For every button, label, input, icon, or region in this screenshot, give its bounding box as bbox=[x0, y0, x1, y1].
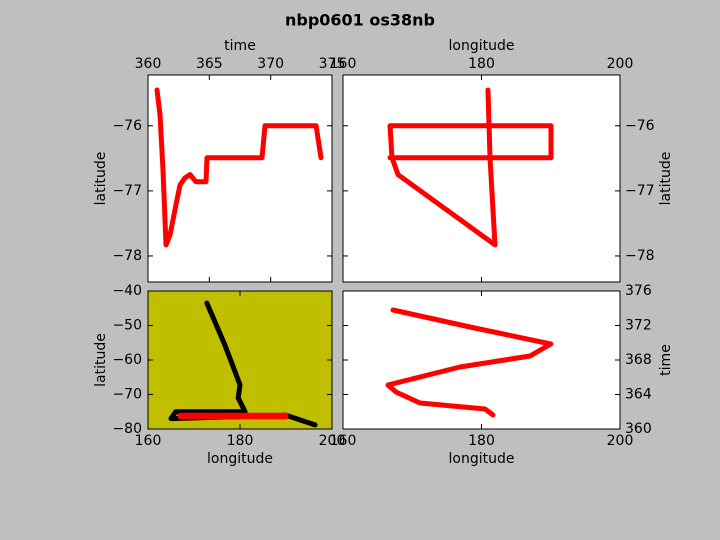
y-tick-label: −77 bbox=[112, 183, 142, 199]
x-tick-label: 370 bbox=[257, 56, 284, 72]
x-tick-label: 180 bbox=[468, 433, 495, 449]
x-tick-label: 200 bbox=[319, 433, 346, 449]
y-axis-label: latitude bbox=[658, 152, 674, 206]
y-tick-label: 368 bbox=[625, 352, 652, 368]
plot-group bbox=[385, 307, 554, 418]
y-tick-label: −78 bbox=[625, 248, 655, 264]
y-tick-label: 372 bbox=[625, 318, 652, 334]
figure-title: nbp0601 os38nb bbox=[285, 11, 435, 30]
x-tick-label: 180 bbox=[468, 56, 495, 72]
x-tick-label: 160 bbox=[135, 433, 162, 449]
x-tick-label: 200 bbox=[607, 433, 634, 449]
y-tick-label: −50 bbox=[112, 318, 142, 334]
track-line bbox=[385, 307, 554, 418]
x-tick-label: 365 bbox=[196, 56, 223, 72]
y-tick-label: −76 bbox=[112, 118, 142, 134]
x-tick-label: 200 bbox=[607, 56, 634, 72]
x-tick-label: 375 bbox=[319, 56, 346, 72]
track-line bbox=[177, 412, 289, 420]
plot-area bbox=[343, 75, 620, 282]
plot-group bbox=[387, 87, 554, 248]
plot-area bbox=[148, 75, 332, 282]
y-tick-label: 360 bbox=[625, 421, 652, 437]
y-tick-label: −78 bbox=[112, 248, 142, 264]
track-line bbox=[154, 87, 324, 248]
x-tick-label: 180 bbox=[227, 433, 254, 449]
x-axis-label: time bbox=[224, 38, 256, 54]
x-tick-label: 160 bbox=[330, 433, 357, 449]
x-tick-label: 360 bbox=[135, 56, 162, 72]
plot-frame bbox=[147, 74, 333, 283]
plot-area bbox=[148, 291, 332, 429]
y-tick-label: −80 bbox=[112, 421, 142, 437]
plot-group bbox=[154, 87, 324, 248]
x-axis-label: longitude bbox=[207, 451, 273, 467]
y-tick-label: −70 bbox=[112, 387, 142, 403]
x-axis-label: longitude bbox=[449, 451, 515, 467]
y-tick-label: 376 bbox=[625, 283, 652, 299]
y-tick-label: 364 bbox=[625, 387, 652, 403]
y-tick-label: −40 bbox=[112, 283, 142, 299]
y-axis-label: latitude bbox=[93, 152, 109, 206]
track-line bbox=[387, 87, 554, 248]
x-axis-label: longitude bbox=[449, 38, 515, 54]
y-axis-label: latitude bbox=[93, 333, 109, 387]
y-axis-label: time bbox=[658, 344, 674, 376]
y-tick-label: −77 bbox=[625, 183, 655, 199]
y-tick-label: −60 bbox=[112, 352, 142, 368]
plot-group bbox=[168, 300, 318, 428]
plot-area bbox=[343, 291, 620, 429]
x-tick-label: 160 bbox=[330, 56, 357, 72]
y-tick-label: −76 bbox=[625, 118, 655, 134]
